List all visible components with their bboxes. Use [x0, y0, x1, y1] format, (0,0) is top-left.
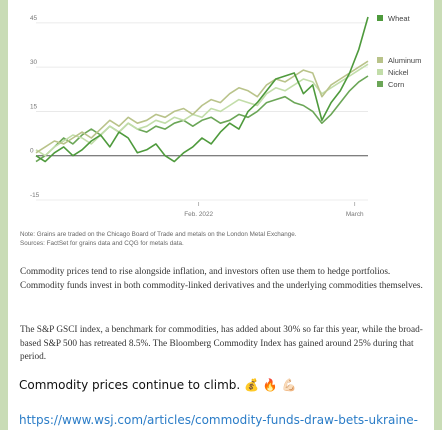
y-tick-label: 30 [30, 59, 38, 66]
series-line-aluminum [35, 60, 369, 154]
note-line-2: Sources: FactSet for grains data and CQG… [20, 240, 184, 247]
series-line-nickel [35, 63, 369, 157]
legend-label-corn: Corn [388, 80, 404, 89]
series-line-corn [35, 75, 369, 163]
y-tick-label: -15 [30, 192, 40, 199]
article-link[interactable]: https://www.wsj.com/articles/commodity-f… [19, 413, 418, 427]
x-tick-label: Feb. 2022 [184, 211, 213, 218]
legend-label-wheat: Wheat [388, 14, 411, 23]
message-caption: Commodity prices continue to climb. 💰 🔥 … [19, 378, 297, 392]
legend-swatch-wheat [377, 15, 383, 21]
legend-swatch-aluminum [377, 57, 383, 63]
legend-swatch-corn [377, 81, 383, 87]
paragraph-gsci: The S&P GSCI index, a benchmark for comm… [20, 325, 423, 363]
chart-svg: 45 30 15 0 -15 Feb. 2022 March Wheat Aluminum Nic… [30, 14, 421, 218]
legend-swatch-nickel [377, 69, 383, 75]
message-bubble: 45 30 15 0 -15 Feb. 2022 March Wheat Aluminum Nic… [8, 0, 434, 430]
commodity-chart: 45 30 15 0 -15 Feb. 2022 March Wheat Aluminum Nic… [16, 0, 442, 262]
note-line-1: Note: Grains are traded on the Chicago B… [20, 231, 297, 238]
chart-note: Note: Grains are traded on the Chicago B… [20, 230, 420, 248]
legend-label-aluminum: Aluminum [388, 56, 421, 65]
x-tick-label: March [346, 211, 364, 218]
y-tick-label: 0 [30, 148, 34, 155]
paragraph-inflation: Commodity prices tend to rise alongside … [20, 267, 423, 291]
y-tick-label: 15 [30, 103, 38, 110]
series-line-wheat [35, 16, 369, 163]
y-tick-label: 45 [30, 15, 38, 22]
legend-label-nickel: Nickel [388, 68, 409, 77]
